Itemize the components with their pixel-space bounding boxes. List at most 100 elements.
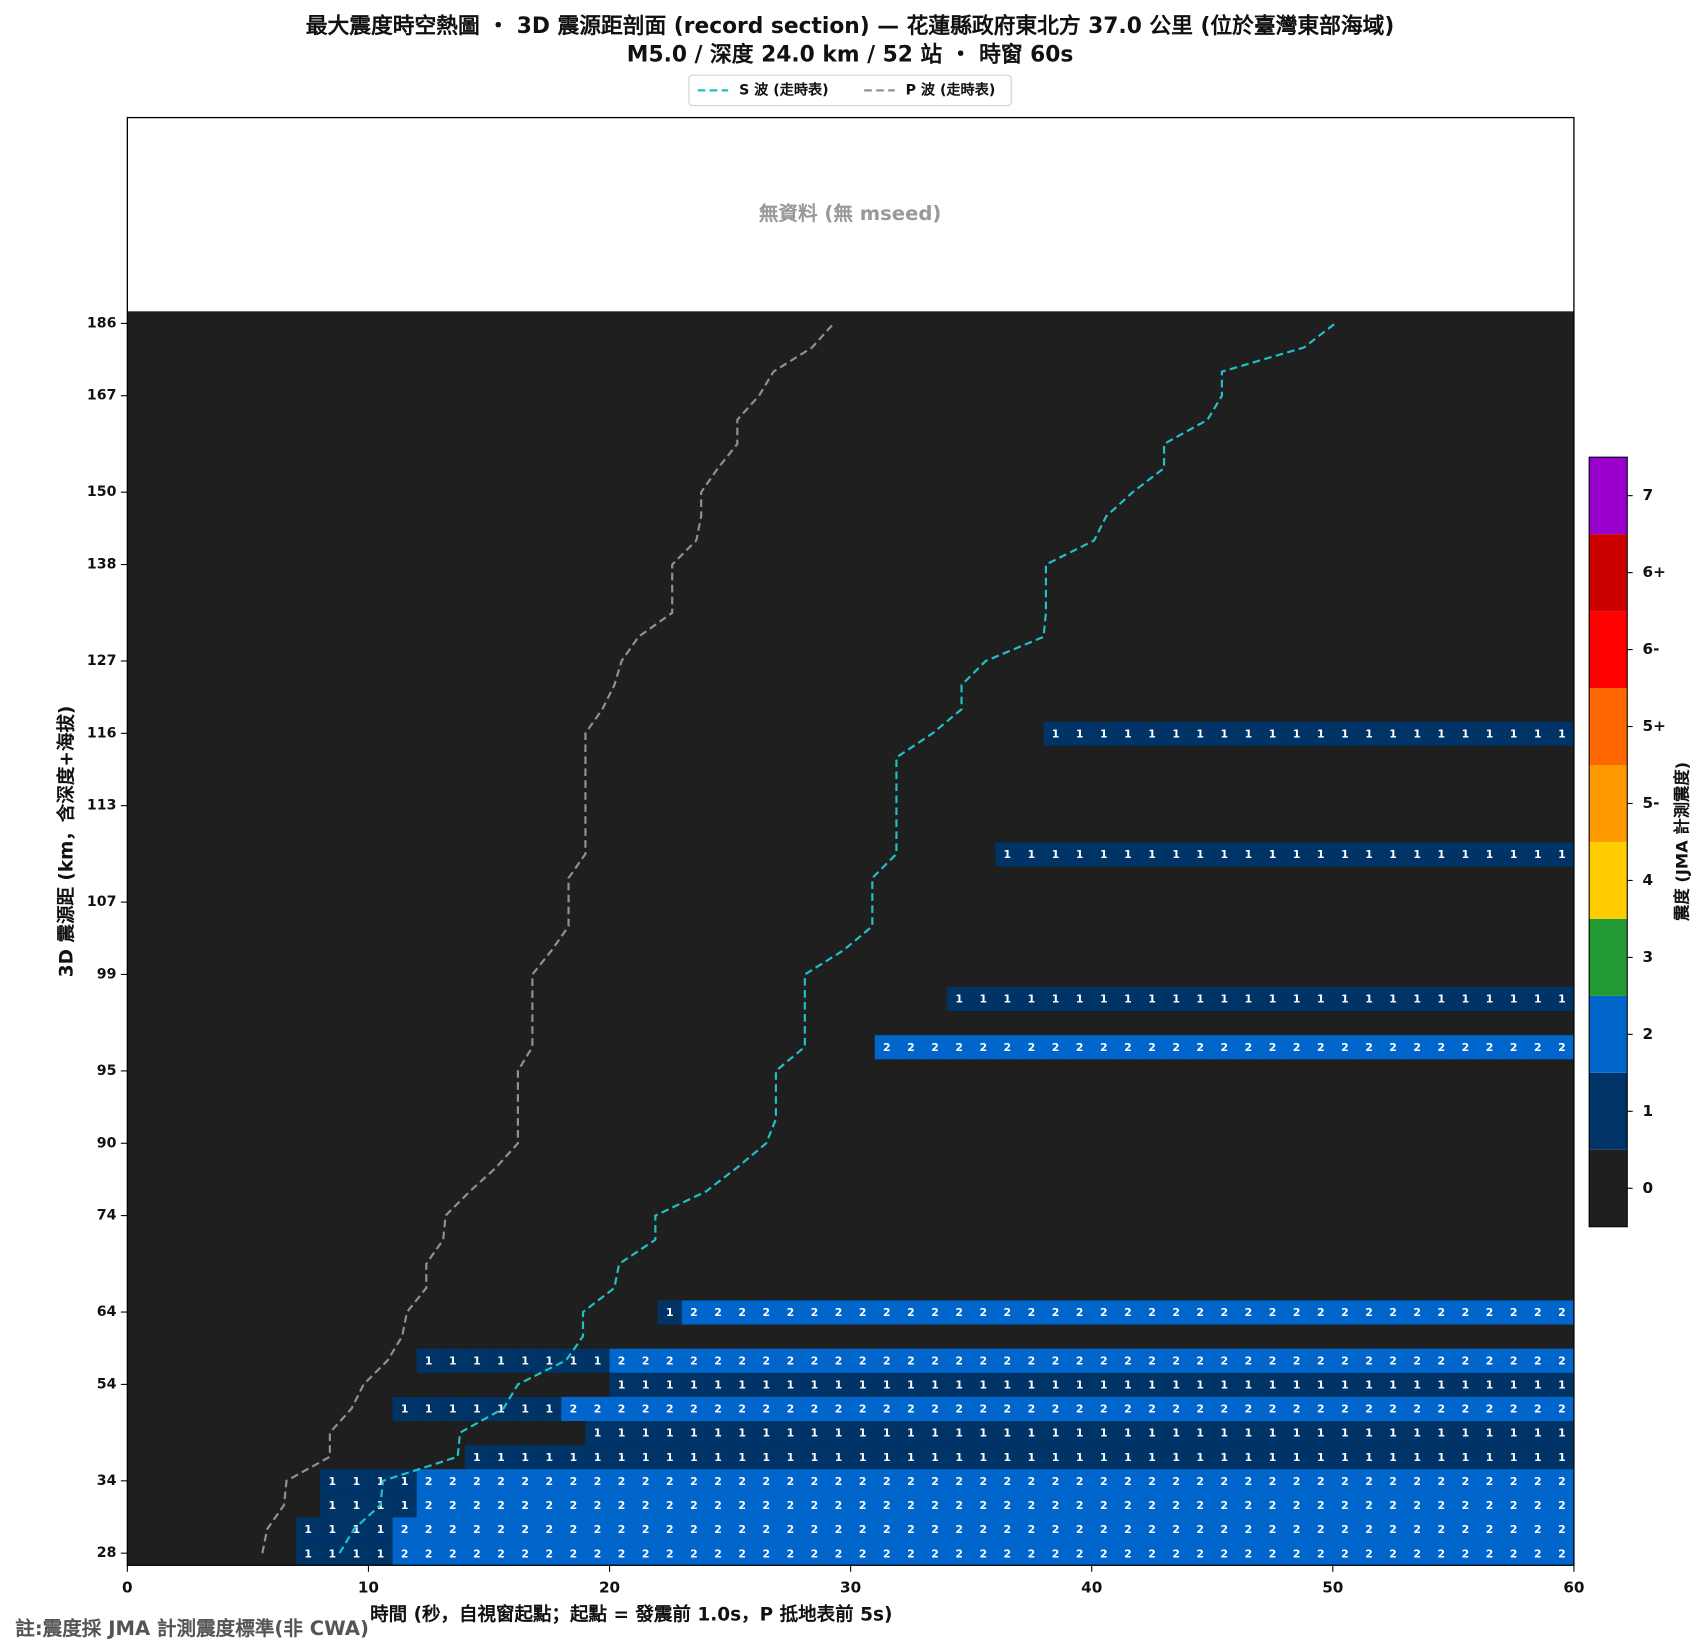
heat-cell xyxy=(681,1468,707,1494)
heat-cell xyxy=(1308,1348,1334,1373)
y-tick-label: 116 xyxy=(87,725,117,741)
heat-cell xyxy=(1549,721,1575,746)
heat-cell xyxy=(1236,745,1261,770)
heat-cell xyxy=(368,1324,393,1349)
heat-cell xyxy=(1308,1034,1334,1060)
heat-cell xyxy=(344,600,369,626)
heat-cell xyxy=(175,745,201,770)
heat-cell xyxy=(199,552,225,578)
heat-cell xyxy=(344,1299,369,1325)
heat-cell xyxy=(296,431,321,457)
heat-cell xyxy=(464,431,490,457)
heat-cell xyxy=(320,1058,345,1084)
heat-cell xyxy=(1525,769,1551,795)
heat-cell xyxy=(151,745,177,770)
heat-cell xyxy=(561,456,586,481)
heat-cell xyxy=(922,986,948,1012)
heat-cell xyxy=(1284,890,1310,915)
heat-cell xyxy=(1164,1541,1189,1566)
heat-cell xyxy=(1453,576,1478,602)
heat-cell xyxy=(1284,311,1310,336)
heat-cell xyxy=(947,552,972,578)
heat-cell xyxy=(705,1034,731,1060)
heat-cell xyxy=(1549,1541,1575,1566)
heat-cell xyxy=(1332,504,1358,529)
cell-label: 2 xyxy=(979,1523,987,1536)
heat-cell xyxy=(971,1420,996,1446)
heat-cell xyxy=(1356,431,1382,457)
heat-cell xyxy=(1019,1468,1044,1494)
heat-cell xyxy=(199,1492,225,1518)
heat-cell xyxy=(1188,576,1213,602)
heat-cell xyxy=(1549,769,1575,795)
heat-cell xyxy=(1043,1155,1069,1180)
cell-label: 2 xyxy=(1389,1475,1397,1488)
heat-cell xyxy=(1067,311,1093,336)
heat-cell xyxy=(247,1324,273,1349)
heat-cell xyxy=(1139,407,1165,433)
heat-cell xyxy=(1549,1492,1575,1518)
cell-label: 1 xyxy=(1100,848,1108,861)
heat-cell xyxy=(537,721,562,746)
heat-cell xyxy=(488,1468,514,1494)
heat-cell xyxy=(1284,914,1310,939)
heat-cell xyxy=(513,1468,538,1494)
heat-cell xyxy=(898,865,924,891)
y-tick-label: 150 xyxy=(87,484,117,500)
cell-label: 1 xyxy=(1245,993,1253,1006)
heat-cell xyxy=(1043,648,1069,674)
cell-label: 2 xyxy=(473,1547,481,1560)
cell-label: 2 xyxy=(1438,1403,1446,1416)
heat-cell xyxy=(175,1203,201,1229)
heat-cell xyxy=(440,697,466,722)
legend-label: P 波 (走時表) xyxy=(906,81,996,98)
cell-label: 2 xyxy=(1317,1306,1325,1319)
heat-cell xyxy=(537,1058,562,1084)
cell-label: 1 xyxy=(666,1378,674,1391)
heat-cell xyxy=(778,721,803,746)
heat-cell xyxy=(1356,1010,1382,1036)
heat-cell xyxy=(127,745,152,770)
heat-cell xyxy=(730,552,755,578)
heat-cell xyxy=(1043,1517,1069,1542)
heat-cell xyxy=(609,1203,635,1229)
cell-label: 2 xyxy=(955,1547,963,1560)
heat-cell xyxy=(995,865,1020,891)
heat-cell xyxy=(754,1082,779,1108)
heat-cell xyxy=(1260,1541,1286,1566)
heat-cell xyxy=(1188,504,1213,529)
heat-cell xyxy=(1019,528,1044,553)
cell-label: 2 xyxy=(594,1475,602,1488)
heat-cell xyxy=(850,1082,876,1108)
heat-cell xyxy=(416,1131,442,1156)
heat-cell xyxy=(609,745,635,770)
heat-cell xyxy=(199,817,225,843)
heat-cell xyxy=(416,1251,442,1277)
heat-cell xyxy=(778,1541,803,1566)
heat-cell xyxy=(1019,697,1044,722)
heat-cell xyxy=(1019,311,1044,336)
heat-cell xyxy=(344,576,369,602)
heat-cell xyxy=(1139,1179,1165,1204)
heat-cell xyxy=(609,938,635,963)
cell-label: 1 xyxy=(1341,1451,1349,1464)
heat-cell xyxy=(344,504,369,529)
heat-cell xyxy=(392,407,418,433)
cell-label: 2 xyxy=(1413,1475,1421,1488)
heat-cell xyxy=(464,1107,490,1132)
heat-cell xyxy=(1164,1275,1189,1301)
cell-label: 1 xyxy=(1341,1427,1349,1440)
heat-cell xyxy=(850,745,876,770)
heat-cell xyxy=(392,1517,418,1542)
heat-cell xyxy=(1212,673,1237,698)
heat-cell xyxy=(272,841,297,867)
cell-label: 2 xyxy=(1534,1306,1542,1319)
heat-cell xyxy=(1043,528,1069,553)
heat-cell xyxy=(633,1541,659,1566)
cell-label: 2 xyxy=(570,1475,578,1488)
heat-cell xyxy=(344,1131,369,1156)
heat-cell xyxy=(488,1179,514,1204)
heat-cell xyxy=(344,697,369,722)
y-tick-label: 34 xyxy=(97,1473,117,1489)
heat-cell xyxy=(127,1082,152,1108)
